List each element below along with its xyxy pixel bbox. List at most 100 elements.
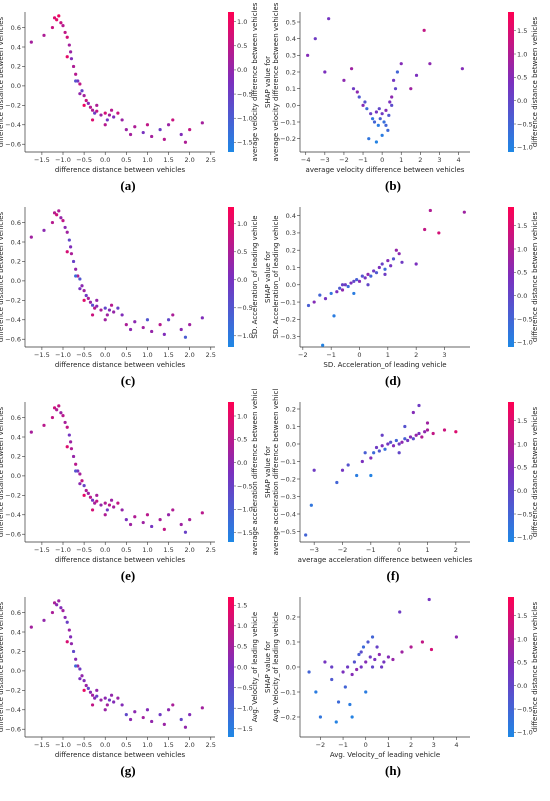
data-point	[93, 696, 97, 700]
data-point	[162, 332, 166, 336]
colorbar	[228, 207, 234, 347]
y-tick-label: 0.4	[11, 433, 21, 441]
data-point	[150, 524, 154, 529]
data-point	[332, 314, 336, 318]
data-point	[82, 298, 86, 302]
y-tick-label: −0.2	[280, 316, 296, 324]
data-point	[57, 209, 61, 213]
colorbar-title: difference distance between vehicles	[531, 16, 539, 147]
data-point	[61, 609, 65, 613]
x-tick-label: −1	[358, 156, 368, 164]
data-point	[411, 437, 415, 441]
data-point	[128, 327, 133, 332]
data-point	[128, 717, 133, 722]
x-tick-label: 1.5	[163, 156, 173, 164]
y-tick-label: −0.4	[5, 121, 21, 129]
data-point	[397, 252, 401, 256]
data-point	[112, 310, 116, 314]
x-tick-label: 2.5	[206, 546, 216, 554]
data-point	[42, 618, 46, 622]
colorbar-tick-label: 1.0	[517, 50, 527, 58]
x-tick-label: −2	[339, 156, 349, 164]
data-point	[454, 430, 458, 434]
x-tick-label: −1.0	[55, 546, 71, 554]
panel-label: (f)	[387, 568, 400, 583]
data-point	[74, 267, 78, 271]
x-tick-label: 1.0	[142, 351, 152, 359]
data-point	[188, 128, 192, 132]
y-tick-label: −0.5	[280, 528, 296, 536]
data-point	[67, 628, 71, 632]
data-point	[63, 615, 67, 620]
data-point	[414, 433, 418, 437]
data-point	[88, 105, 93, 109]
data-point	[88, 300, 93, 304]
y-tick-label: −0.4	[5, 706, 21, 714]
data-point	[109, 108, 114, 112]
panel-h: −2 −1 0 1 2 3 4 −0.2 −0.1 0.0 0.1 0.2 Avg. Velocity_…	[264, 597, 539, 778]
data-point	[369, 456, 373, 460]
panel-label: (a)	[120, 178, 135, 193]
data-point	[200, 511, 204, 515]
data-point	[112, 115, 116, 119]
x-tick-label: −1.5	[34, 156, 50, 164]
data-point	[162, 527, 166, 531]
data-point	[107, 698, 112, 702]
x-tick-label: −1.0	[55, 351, 71, 359]
y-tick-label: 0.2	[11, 648, 21, 656]
x-tick-label: 0.0	[100, 546, 110, 554]
data-point	[377, 449, 381, 453]
data-point	[380, 433, 384, 437]
data-point	[423, 430, 427, 434]
data-point	[425, 421, 430, 425]
data-point	[363, 451, 367, 455]
y-tick-label: 0.2	[286, 613, 296, 621]
data-point	[359, 665, 363, 669]
data-point	[336, 700, 341, 704]
data-point	[355, 277, 359, 282]
x-tick-label: 2.5	[206, 156, 216, 164]
data-point	[67, 433, 71, 437]
data-point	[188, 518, 192, 522]
data-point	[65, 250, 69, 254]
colorbar-tick-label: −0.5	[517, 120, 533, 128]
data-point	[150, 329, 154, 334]
data-point	[188, 713, 192, 717]
data-point	[364, 690, 368, 694]
data-point	[150, 719, 154, 724]
y-tick-label: −0.1	[280, 458, 296, 466]
x-axis-title: difference distance between vehicles	[55, 361, 186, 369]
data-point	[309, 503, 313, 507]
data-point	[52, 406, 57, 410]
data-point	[74, 657, 78, 661]
colorbar-tick-label: 0.5	[517, 74, 527, 82]
data-point	[99, 503, 103, 507]
data-point	[82, 679, 86, 683]
data-point	[374, 271, 379, 275]
y-axis-title-line2: difference distance between vehicles	[0, 211, 5, 342]
y-tick-label: 0.0	[11, 82, 21, 90]
data-point	[141, 520, 145, 525]
data-point	[116, 696, 120, 700]
data-point	[145, 513, 150, 517]
data-point	[59, 21, 63, 25]
x-axis-title: Avg. Velocity_of leading vehicle	[330, 751, 440, 759]
data-point	[340, 283, 345, 287]
data-point	[90, 108, 95, 112]
data-point	[380, 262, 384, 266]
panel-label: (d)	[385, 373, 401, 388]
data-point	[382, 660, 386, 664]
y-tick-label: 0.0	[11, 472, 21, 480]
data-point	[95, 694, 99, 698]
data-point	[29, 40, 33, 44]
panel-label: (e)	[121, 568, 135, 583]
data-point	[183, 140, 188, 144]
data-point	[74, 79, 78, 83]
data-point	[99, 308, 103, 312]
x-tick-label: −1	[326, 351, 336, 359]
x-tick-label: 3	[437, 156, 441, 164]
x-tick-label: 0	[397, 546, 401, 554]
data-point	[65, 35, 69, 39]
y-tick-label: 0.0	[286, 281, 296, 289]
